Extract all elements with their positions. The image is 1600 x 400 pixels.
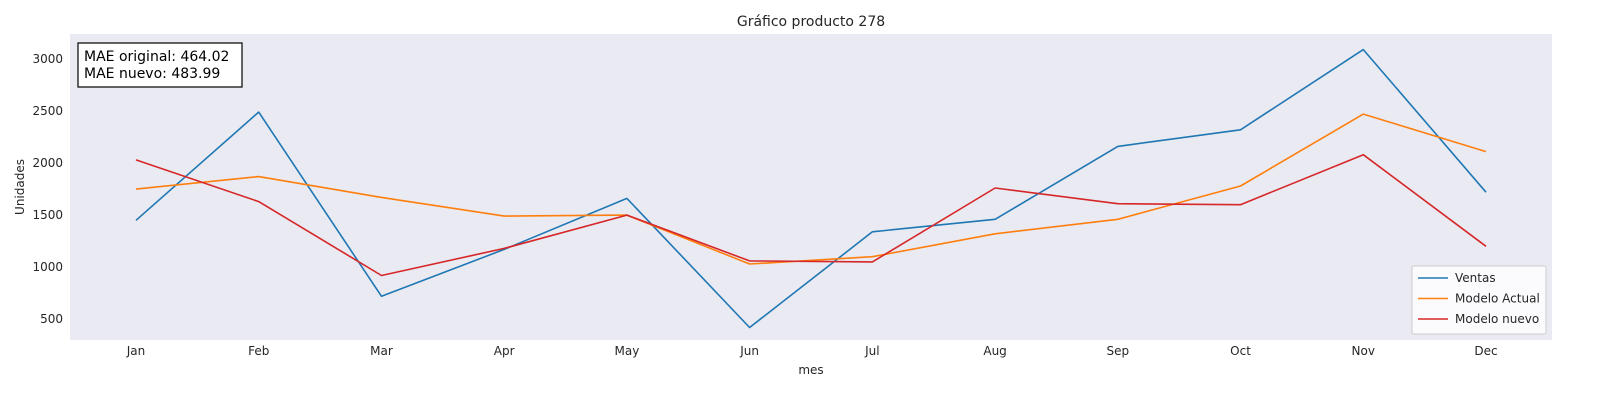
y-axis-label: Unidades bbox=[13, 159, 27, 215]
y-tick-label: 2000 bbox=[32, 156, 63, 170]
chart-title: Gráfico producto 278 bbox=[737, 14, 885, 30]
legend-label: Ventas bbox=[1455, 271, 1496, 285]
x-tick-label: Jun bbox=[739, 344, 759, 358]
legend-label: Modelo nuevo bbox=[1455, 312, 1539, 326]
series-line-modelo-actual bbox=[135, 113, 1487, 265]
x-tick-label: Jul bbox=[864, 344, 879, 358]
legend-frame bbox=[1411, 265, 1547, 335]
y-tick-label: 500 bbox=[40, 312, 63, 326]
y-tick-label: 3000 bbox=[32, 52, 63, 66]
x-tick-label: Dec bbox=[1474, 344, 1497, 358]
plot-area bbox=[70, 34, 1552, 340]
y-axis: 500 1000 1500 2000 2500 3000 bbox=[32, 52, 63, 326]
annotation-frame bbox=[77, 42, 243, 88]
x-tick-label: Feb bbox=[248, 344, 269, 358]
x-tick-label: Sep bbox=[1107, 344, 1130, 358]
legend-label: Modelo Actual bbox=[1455, 292, 1540, 306]
annotation-line-1: MAE original: 464.02 bbox=[84, 49, 229, 65]
x-tick-label: May bbox=[615, 344, 640, 358]
y-tick-label: 1000 bbox=[32, 260, 63, 274]
x-axis-label: mes bbox=[798, 363, 823, 377]
x-tick-label: Apr bbox=[494, 344, 515, 358]
mae-annotation-box: MAE original: 464.02 MAE nuevo: 483.99 bbox=[77, 42, 243, 88]
annotation-line-2: MAE nuevo: 483.99 bbox=[84, 66, 220, 82]
x-tick-label: Mar bbox=[370, 344, 393, 358]
series-line-ventas bbox=[135, 48, 1487, 329]
y-tick-label: 1500 bbox=[32, 208, 63, 222]
y-tick-label: 2500 bbox=[32, 104, 63, 118]
legend: Ventas Modelo Actual Modelo nuevo bbox=[1411, 265, 1547, 335]
series-lines bbox=[135, 48, 1487, 329]
x-axis: Jan Feb Mar Apr May Jun Jul Aug Sep Oct Nov Dec bbox=[126, 344, 1498, 358]
x-tick-label: Aug bbox=[983, 344, 1006, 358]
x-tick-label: Oct bbox=[1230, 344, 1251, 358]
x-tick-label: Jan bbox=[126, 344, 146, 358]
x-tick-label: Nov bbox=[1352, 344, 1375, 358]
series-line-modelo-nuevo bbox=[135, 153, 1487, 277]
